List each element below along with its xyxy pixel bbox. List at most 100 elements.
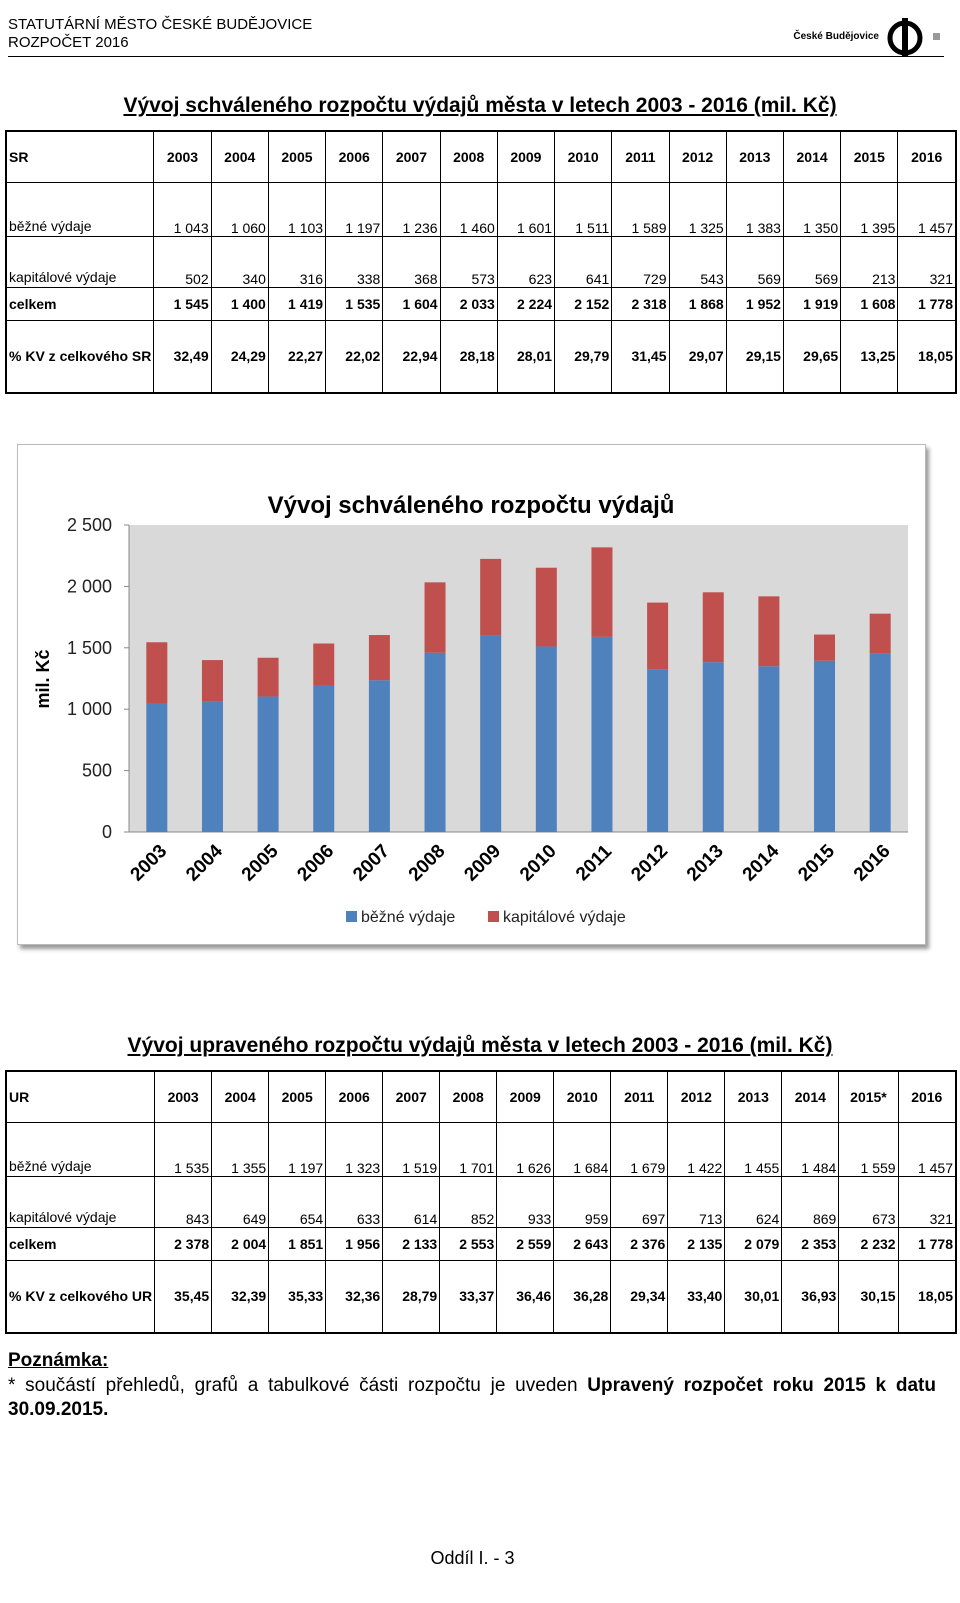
row-label: % KV z celkového SR [5, 320, 155, 393]
table-cell: 614 [382, 1176, 441, 1228]
header-budget: ROZPOČET 2016 [8, 34, 129, 51]
year-header: 2008 [439, 130, 498, 183]
year-header: 2008 [439, 1070, 498, 1123]
row-label: kapitálové výdaje [5, 236, 155, 288]
table-cell: 933 [496, 1176, 555, 1228]
year-header: 2011 [611, 130, 670, 183]
table-header-row: SR 2003 2004 2005 2006 2007 2008 2009 2010 2011 2… [5, 130, 957, 183]
table-row: kapitálové výdaje 843 649 654 633 614 852 933 95… [5, 1176, 957, 1228]
y-tick-label: 0 [102, 822, 112, 842]
table-cell: 1 400 [210, 287, 269, 321]
table-cell: 29,34 [610, 1260, 669, 1333]
page-header: STATUTÁRNÍ MĚSTO ČESKÉ BUDĚJOVICE ROZPOČ… [8, 16, 944, 57]
table-cell: 1 679 [610, 1122, 669, 1177]
year-header: 2011 [610, 1070, 669, 1123]
row-label: celkem [5, 1227, 156, 1261]
table-row: celkem 2 378 2 004 1 851 1 956 2 133 2 553 2 55… [5, 1227, 957, 1261]
bar-bezne [257, 696, 279, 832]
table-cell: 1 422 [667, 1122, 726, 1177]
table-cell: 1 956 [325, 1227, 384, 1261]
table-cell: 2 318 [611, 287, 670, 321]
chart-title: Vývoj schváleného rozpočtu výdajů [268, 492, 675, 519]
table-cell: 28,01 [496, 320, 556, 393]
logo-square-icon [933, 32, 940, 40]
year-header: 2009 [496, 1070, 555, 1123]
bar-bezne [368, 680, 390, 832]
bar-kapitalove [313, 643, 335, 686]
table-cell: 843 [154, 1176, 213, 1228]
year-header: 2003 [153, 130, 212, 183]
bar-kapitalove [758, 596, 780, 667]
table-cell: 1 484 [781, 1122, 840, 1177]
table-cell: 18,05 [897, 320, 957, 393]
table-cell: 1 608 [840, 287, 899, 321]
header-city: STATUTÁRNÍ MĚSTO ČESKÉ BUDĚJOVICE [8, 16, 313, 33]
table-cell: 2 232 [838, 1227, 899, 1261]
table-cell: 32,49 [153, 320, 212, 393]
year-header: 2004 [211, 1070, 270, 1123]
table-cell: 22,27 [267, 320, 327, 393]
year-header: 2005 [267, 130, 327, 183]
y-tick-label: 2 500 [67, 515, 112, 535]
bar-kapitalove [702, 592, 724, 663]
chart-container: Vývoj schváleného rozpočtu výdajů 0 500 1 0… [17, 444, 926, 945]
table-cell: 32,39 [211, 1260, 270, 1333]
table-cell: 29,65 [782, 320, 842, 393]
table-row: běžné výdaje 1 535 1 355 1 197 1 323 1 519 1 7… [5, 1122, 957, 1177]
table-cell: 1 325 [668, 182, 727, 237]
y-tick-label: 1 500 [67, 638, 112, 658]
approved-budget-table: SR 2003 2004 2005 2006 2007 2008 2009 2010 2011 2… [5, 130, 957, 394]
year-header: 2006 [325, 130, 384, 183]
table-cell: 30,15 [838, 1260, 899, 1333]
table-cell: 959 [553, 1176, 612, 1228]
table-cell: 2 079 [724, 1227, 783, 1261]
table-cell: 1 455 [724, 1122, 783, 1177]
table-cell: 2 559 [496, 1227, 555, 1261]
year-header: 2014 [782, 130, 842, 183]
city-logo: České Budějovice [793, 16, 940, 56]
table-cell: 1 778 [897, 287, 957, 321]
table-cell: 1 460 [439, 182, 498, 237]
table-cell: 729 [611, 236, 670, 288]
table-cell: 33,40 [667, 1260, 726, 1333]
table-cell: 1 851 [268, 1227, 327, 1261]
y-tick-label: 1 000 [67, 699, 112, 719]
table-cell: 1 197 [325, 182, 384, 237]
year-header: 2013 [724, 1070, 783, 1123]
table-cell: 31,45 [611, 320, 670, 393]
x-tick-label: 2012 [627, 841, 672, 886]
table-cell: 1 701 [439, 1122, 498, 1177]
table-cell: 32,36 [325, 1260, 384, 1333]
row-label: celkem [5, 287, 155, 321]
city-logo-icon [887, 18, 923, 56]
table-cell: 1 511 [554, 182, 613, 237]
table-cell: 1 236 [382, 182, 441, 237]
table-cell: 35,45 [154, 1260, 213, 1333]
bar-bezne [424, 652, 446, 832]
x-tick-label: 2003 [127, 841, 172, 886]
bar-bezne [869, 653, 891, 832]
table-cell: 2 378 [154, 1227, 213, 1261]
table-cell: 36,93 [781, 1260, 840, 1333]
table-row: běžné výdaje 1 043 1 060 1 103 1 197 1 236 1 4… [5, 182, 957, 237]
table-cell: 338 [325, 236, 384, 288]
logo-text: České Budějovice [793, 30, 879, 42]
table1-title: Vývoj schváleného rozpočtu výdajů města … [123, 94, 837, 117]
y-axis-label: mil. Kč [33, 649, 53, 708]
table-cell: 1 535 [154, 1122, 213, 1177]
table-cell: 1 457 [897, 1122, 957, 1177]
table-cell: 1 604 [382, 287, 441, 321]
table-cell: 1 395 [840, 182, 899, 237]
table-cell: 2 353 [781, 1227, 840, 1261]
bar-bezne [146, 703, 168, 832]
table-cell: 1 952 [725, 287, 784, 321]
year-header: 2009 [496, 130, 556, 183]
table-cell: 1 419 [267, 287, 327, 321]
table-cell: 649 [211, 1176, 270, 1228]
table-cell: 2 553 [439, 1227, 498, 1261]
note-text: * součástí přehledů, grafů a tabulkové č… [8, 1374, 936, 1422]
table-cell: 368 [382, 236, 441, 288]
table2-title: Vývoj upraveného rozpočtu výdajů města v… [127, 1034, 833, 1057]
bar-kapitalove [814, 634, 836, 661]
table-cell: 29,79 [554, 320, 613, 393]
